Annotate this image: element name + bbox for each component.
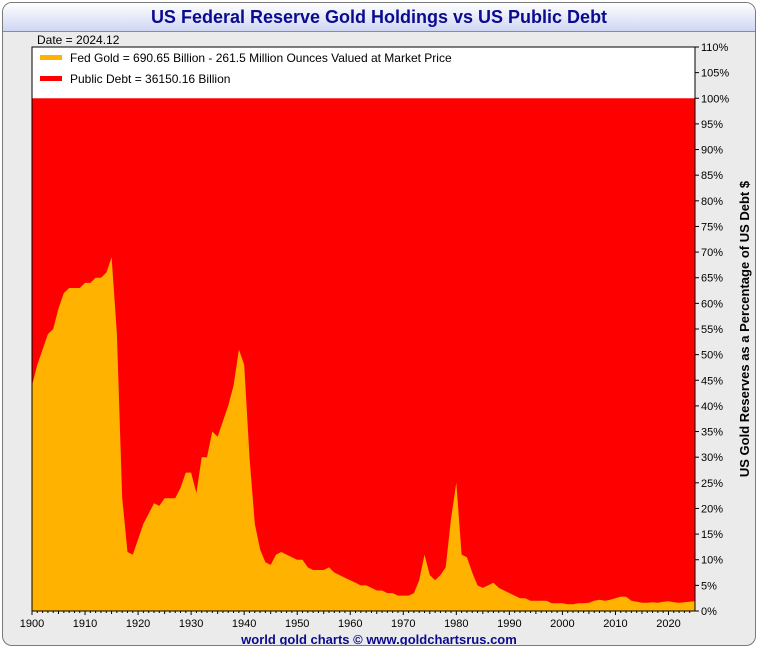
y-tick-label: 75% [701, 221, 723, 233]
legend-label-public-debt: Public Debt = 36150.16 Billion [70, 72, 230, 86]
y-tick-label: 65% [701, 273, 723, 285]
x-tick-label: 2010 [603, 618, 627, 630]
x-tick-label: 1930 [179, 618, 203, 630]
y-tick-label: 20% [701, 503, 723, 515]
y-tick-label: 80% [701, 196, 723, 208]
x-tick-label: 1920 [126, 618, 150, 630]
y-tick-label: 55% [701, 324, 723, 336]
date-label: Date = 2024.12 [37, 33, 120, 47]
y-tick-label: 40% [701, 401, 723, 413]
y-tick-label: 0% [701, 606, 717, 618]
x-tick-label: 1900 [20, 618, 44, 630]
footer-credit: world gold charts © www.goldchartsrus.co… [241, 632, 517, 646]
x-axis: 1900 1910 1920 1930 1940 1950 1960 1970 1980 1990… [20, 611, 691, 630]
legend-swatch-fed-gold [40, 55, 62, 60]
x-tick-label: 1980 [444, 618, 468, 630]
x-tick-label: 1960 [338, 618, 362, 630]
legend-label-fed-gold: Fed Gold = 690.65 Billion - 261.5 Millio… [70, 51, 452, 65]
x-tick-label: 1940 [232, 618, 256, 630]
y-tick-label: 100% [701, 93, 729, 105]
y-tick-label: 15% [701, 529, 723, 541]
y-tick-label: 85% [701, 170, 723, 182]
legend-swatch-public-debt [40, 76, 62, 81]
y-tick-label: 10% [701, 555, 723, 567]
fed-gold-area [32, 257, 695, 611]
public-debt-area [32, 98, 695, 612]
x-tick-label: 1990 [497, 618, 521, 630]
y-tick-label: 35% [701, 427, 723, 439]
y-tick-label: 95% [701, 119, 723, 131]
x-tick-label: 1970 [391, 618, 415, 630]
y-tick-label: 105% [701, 68, 729, 80]
y-tick-label: 110% [701, 42, 729, 54]
x-tick-label: 2000 [550, 618, 574, 630]
x-tick-label: 1910 [73, 618, 97, 630]
chart-title: US Federal Reserve Gold Holdings vs US P… [3, 3, 755, 32]
y-tick-label: 90% [701, 145, 723, 157]
y-tick-label: 60% [701, 298, 723, 310]
y-tick-label: 50% [701, 350, 723, 362]
chart-svg: 1900 1910 1920 1930 1940 1950 1960 1970 1980 1990… [20, 33, 752, 630]
y-axis-label: US Gold Reserves as a Percentage of US D… [737, 180, 752, 477]
y-tick-label: 30% [701, 452, 723, 464]
y-tick-label: 5% [701, 580, 717, 592]
x-tick-label: 2020 [656, 618, 680, 630]
y-tick-label: 70% [701, 247, 723, 259]
x-tick-label: 1950 [285, 618, 309, 630]
y-axis: 0% 5% 10% 15% 20% 25% 30% 35% 40% 45% 50% 55% 60% 65%… [695, 42, 729, 618]
y-tick-label: 25% [701, 478, 723, 490]
y-tick-label: 45% [701, 375, 723, 387]
